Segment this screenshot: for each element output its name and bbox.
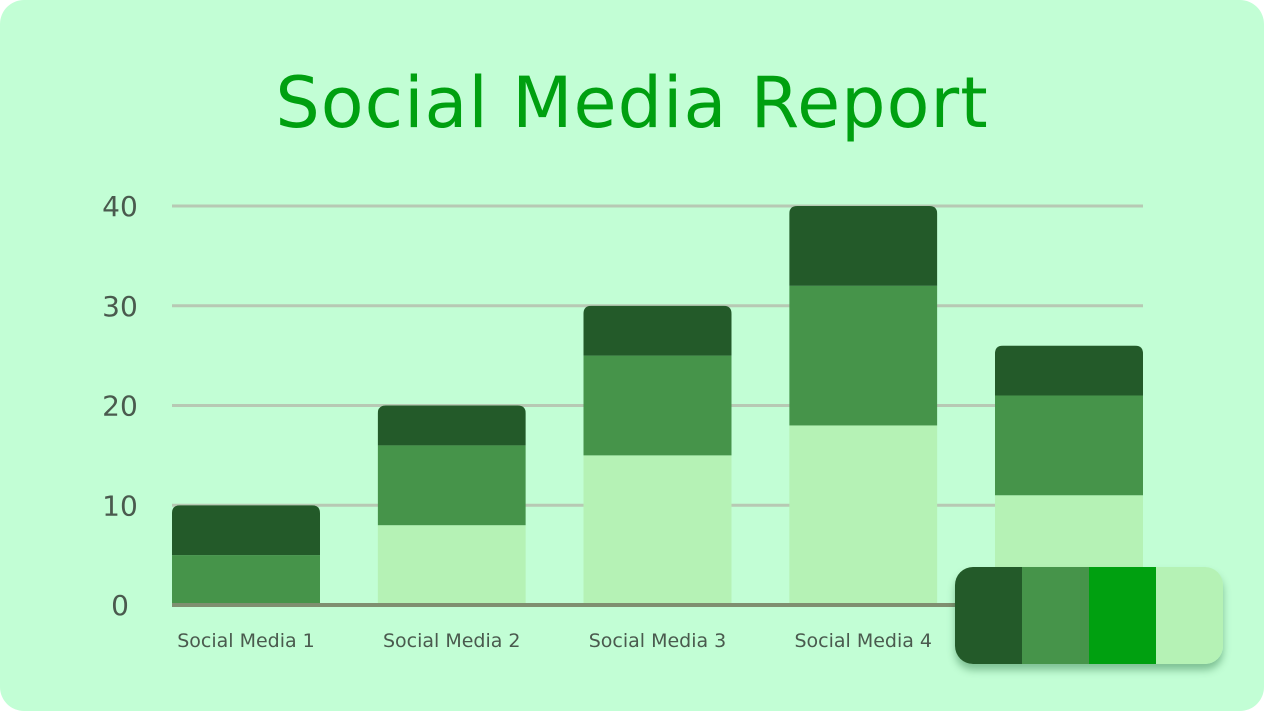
x-tick-label: Social Media 4 [794,630,932,652]
bar-segment [789,425,938,605]
x-tick-label: Social Media 1 [177,630,315,652]
bar-segment [995,345,1143,396]
bar-segment [172,555,320,605]
legend-swatch [1089,567,1156,664]
y-tick-label: 30 [102,290,138,323]
bar-segment [789,285,938,426]
x-tick-label: Social Media 3 [589,630,727,652]
bar-segment [583,355,732,456]
bar-segment [377,525,526,605]
y-tick-label: 40 [102,190,138,223]
chart-title: Social Media Report [275,62,989,144]
bar-segment [377,445,526,526]
legend [955,567,1223,664]
x-tick-label: Social Media 2 [383,630,521,652]
bar-segment [789,206,938,286]
y-tick-label: 10 [102,489,138,522]
y-tick-label: 0 [111,589,129,622]
bar-segment [583,305,732,356]
legend-swatch [1156,567,1223,664]
bar-segment [172,505,320,556]
legend-swatch [955,567,1022,664]
legend-swatch [1022,567,1089,664]
bar-segment [583,455,732,605]
y-tick-label: 20 [102,390,138,423]
bar-segment [377,405,526,446]
bar-segment [995,395,1143,496]
